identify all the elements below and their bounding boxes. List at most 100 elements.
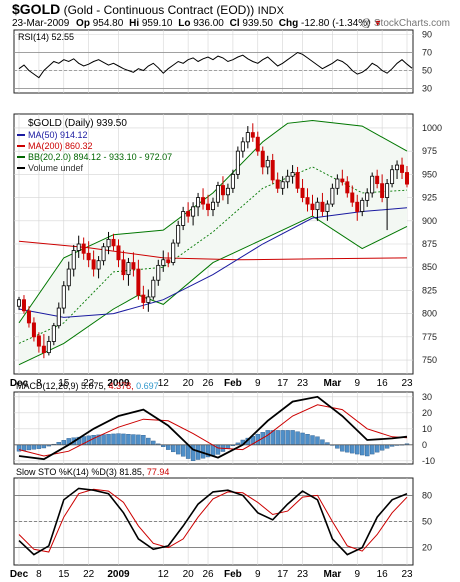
candle-body: [335, 178, 340, 189]
candle-body: [21, 299, 26, 312]
date-axis-label: 9: [354, 378, 360, 389]
candle-body: [285, 175, 290, 183]
price-legend-item: Volume undef: [28, 163, 84, 173]
macd-histogram-bar: [345, 444, 350, 453]
date-axis-label: 23: [297, 378, 309, 389]
price-legend-item: MA(50) 914.12: [28, 130, 88, 140]
date-axis-label-bottom: 9: [255, 569, 261, 580]
macd-histogram-bar: [101, 434, 106, 445]
price-tick-label: 900: [422, 216, 437, 226]
macd-histogram-bar: [360, 444, 365, 456]
candle-body: [106, 238, 111, 248]
candle-body: [46, 341, 51, 354]
rsi-line: [18, 51, 413, 79]
date-axis-label-bottom: 16: [377, 569, 389, 580]
macd-histogram-bar: [379, 444, 385, 451]
macd-histogram-bar: [171, 444, 176, 453]
candle-body: [91, 259, 96, 270]
price-title: $GOLD (Daily) 939.50: [28, 118, 127, 129]
price-tick-label: 975: [422, 146, 437, 156]
price-tick-label: 925: [422, 193, 437, 203]
candle-body: [146, 296, 151, 303]
candle-body: [360, 199, 365, 212]
close-value: 939.50: [242, 18, 273, 29]
price-tick-label: 800: [422, 309, 437, 319]
price-tick-label: 775: [422, 332, 437, 342]
date-axis-label: 22: [83, 378, 95, 389]
macd-histogram-bar: [41, 444, 47, 449]
candle-body: [220, 185, 225, 196]
sto-legend: Slow STO %K(14) %D(3) 81.85, 77.94: [16, 467, 169, 477]
macd-histogram-bar: [91, 435, 96, 446]
price-legend-item: MA(200) 860.32: [28, 141, 93, 151]
sto-legend-item: 81.85,: [117, 467, 145, 477]
sto-tick-label: 20: [422, 543, 432, 553]
date-axis-label: 20: [183, 378, 195, 389]
date-axis-label: 12: [158, 378, 170, 389]
candle-body: [61, 285, 66, 309]
price-tick-label: 875: [422, 239, 437, 249]
macd-tick-label: -10: [422, 456, 435, 466]
date-axis-label: 8: [36, 378, 42, 389]
macd-legend-item: MACD(12,26,9): [16, 381, 79, 391]
candle-body: [385, 183, 390, 198]
date-axis-label-bottom: 17: [277, 569, 289, 580]
macd-histogram-bar: [300, 432, 305, 445]
candle-body: [380, 183, 385, 198]
candle-body: [126, 262, 131, 276]
price-tick-label: 850: [422, 262, 437, 272]
candle-body: [121, 259, 126, 276]
candle-body: [26, 310, 31, 324]
macd-histogram-bar: [215, 444, 221, 455]
candle-body: [76, 243, 81, 251]
macd-histogram-bar: [305, 434, 310, 445]
macd-histogram-bar: [21, 444, 27, 451]
candle-body: [365, 192, 370, 201]
date-axis-label: 15: [58, 378, 70, 389]
macd-histogram-bar: [335, 444, 340, 449]
macd-histogram-bar: [384, 444, 390, 449]
date-axis-label-bottom: Feb: [224, 569, 242, 580]
date-axis-label-bottom: Dec: [10, 569, 29, 580]
down-arrow-icon: ▼: [373, 18, 383, 28]
candle-body: [16, 299, 21, 307]
watermark: @ StockCharts.com: [360, 18, 450, 29]
open-label: Op: [76, 18, 90, 29]
price-tick-label: 825: [422, 285, 437, 295]
candle-body: [255, 136, 260, 152]
macd-histogram-bar: [31, 444, 37, 450]
candle-body: [355, 201, 360, 212]
rsi-panel-frame: [13, 29, 414, 94]
macd-histogram-bar: [36, 444, 42, 449]
date-axis-label-bottom: 22: [83, 569, 95, 580]
bollinger-band-fill: [19, 120, 407, 365]
candle-body: [136, 268, 141, 296]
candle-body: [300, 187, 305, 198]
macd-histogram-bar: [374, 444, 380, 453]
sto-tick-label: 50: [422, 517, 432, 527]
macd-histogram-bar: [290, 430, 295, 445]
quote-date: 23-Mar-2009: [12, 18, 70, 29]
candle-body: [186, 211, 191, 217]
macd-tick-label: 0: [422, 440, 427, 450]
candle-body: [260, 150, 265, 168]
candle-body: [166, 259, 171, 263]
macd-histogram-bar: [265, 430, 270, 445]
sto-k-line: [18, 487, 408, 556]
candle-body: [305, 197, 310, 205]
bb-lower-line: [18, 215, 408, 366]
macd-histogram-bar: [141, 435, 146, 446]
candle-body: [250, 132, 255, 138]
date-axis-label-bottom: 23: [297, 569, 309, 580]
change-value: -12.80 (-1.34%): [301, 18, 371, 29]
macd-legend-item: 5.075,: [79, 381, 107, 391]
candle-body: [245, 132, 250, 143]
macd-histogram-bar: [126, 434, 131, 445]
candle-body: [230, 173, 235, 189]
macd-histogram-bar: [350, 444, 355, 454]
candle-body: [265, 160, 270, 168]
candle-body: [101, 246, 106, 262]
date-axis-label: 9: [255, 378, 261, 389]
exchange-label: INDX: [257, 5, 284, 17]
